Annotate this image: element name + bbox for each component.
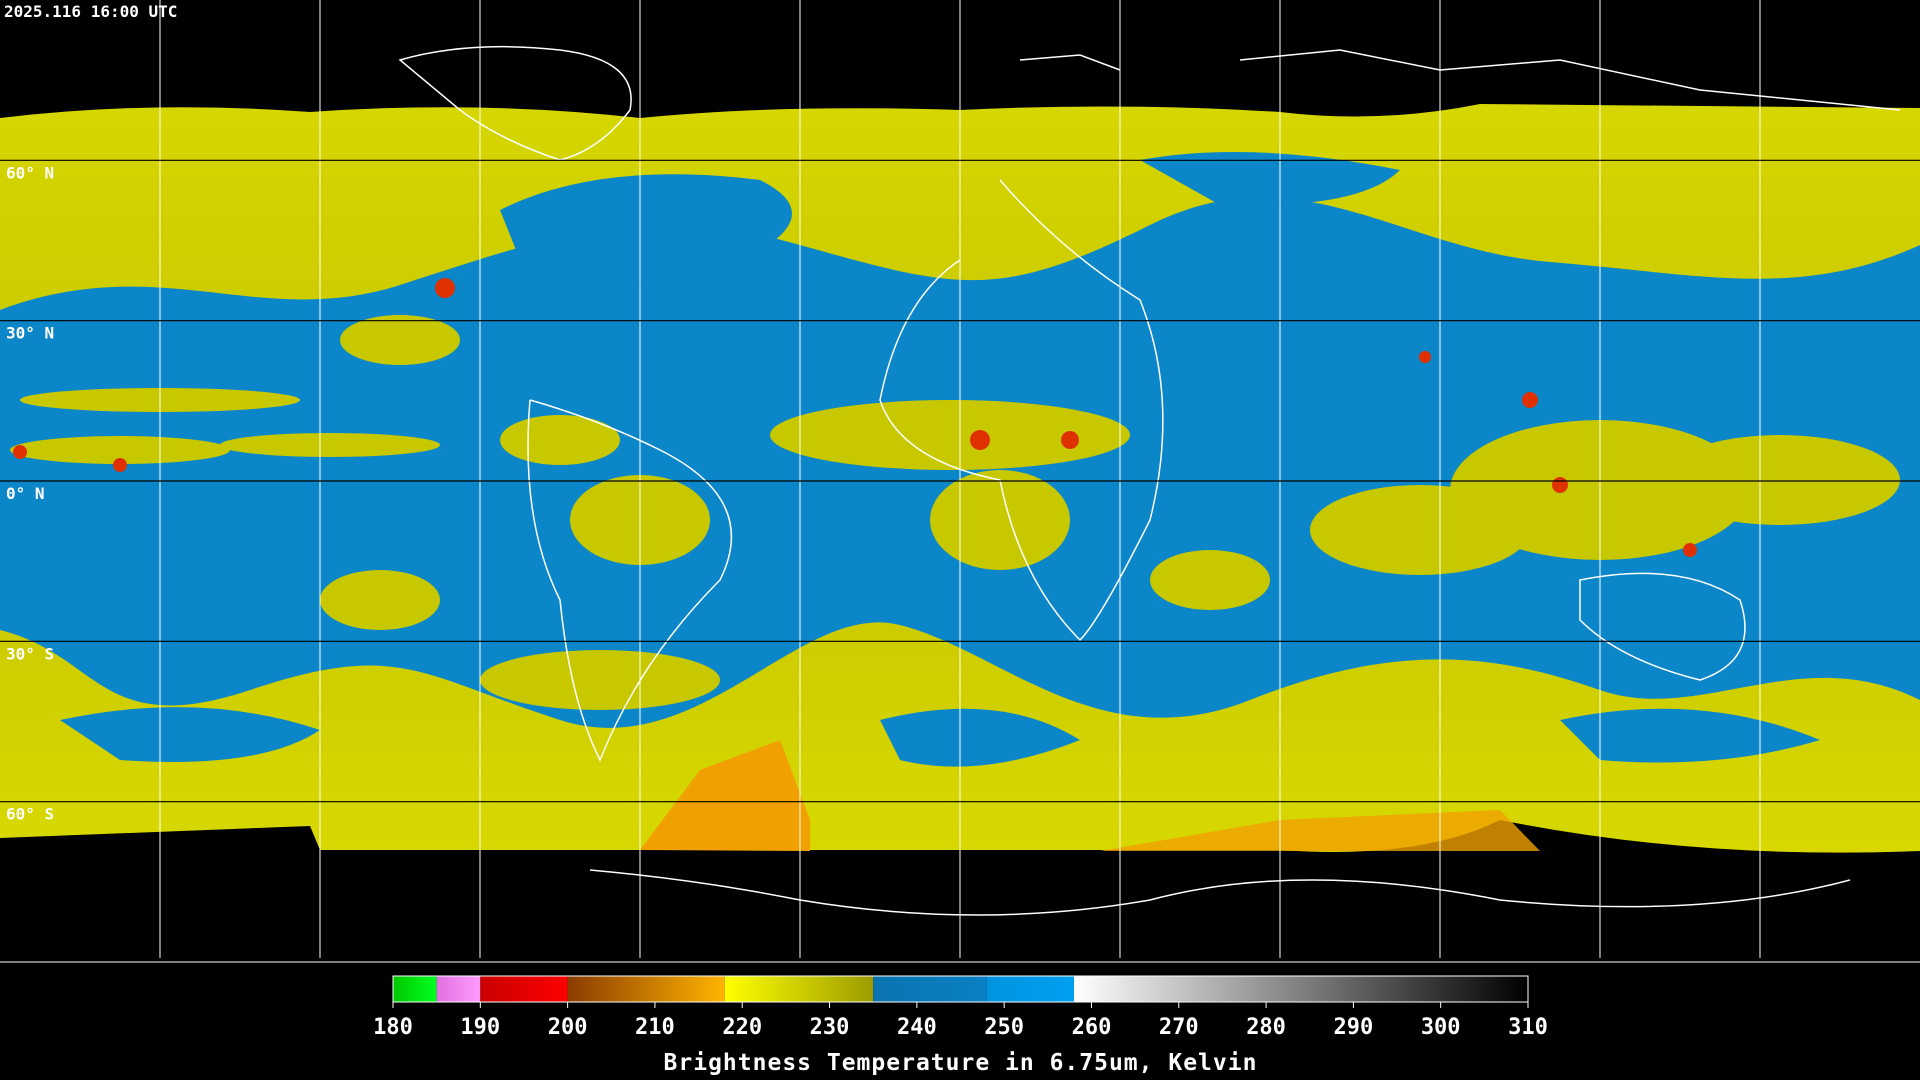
colorbar-segment [393,976,437,1002]
colorbar-segment [873,976,987,1002]
colorbar-tick-label: 230 [810,1015,850,1040]
colorbar-tick-label: 270 [1159,1015,1199,1040]
dry-patch [1140,152,1400,206]
colorbar: 180 190 200 210 220 230 240 250 260 270 280 290 300 3… [373,975,1548,1076]
latitude-label: 60° S [6,805,54,824]
convective-cores [13,278,1697,557]
graticule: 60° N 30° N 0° N 30° S 60° S [0,0,1920,963]
cold-tops [640,740,1540,851]
dry-patch [880,708,1080,767]
dry-patch [500,174,792,283]
colorbar-tick-label: 210 [635,1015,675,1040]
colorbar-tick-label: 290 [1334,1015,1374,1040]
colorbar-tick-label: 310 [1508,1015,1548,1040]
latitude-label: 0° N [6,484,45,503]
colorbar-tick-label: 220 [722,1015,762,1040]
colorbar-segment [480,976,568,1002]
colorbar-segment [436,976,481,1002]
colorbar-segment [1074,976,1528,1002]
colorbar-segment [724,976,874,1002]
colorbar-tick-label: 180 [373,1015,413,1040]
tropical-clouds [10,315,1900,710]
dry-patch [1560,708,1820,763]
colorbar-tick-label: 240 [897,1015,937,1040]
latitude-label: 60° N [6,163,54,182]
colorbar-tick-label: 280 [1246,1015,1286,1040]
colorbar-segment [986,976,1074,1002]
colorbar-tick-label: 300 [1421,1015,1461,1040]
dry-patch [60,707,320,762]
colorbar-tick-label: 260 [1072,1015,1112,1040]
coastlines [398,45,1901,916]
colorbar-tick-label: 250 [984,1015,1024,1040]
colorbar-segment [567,976,725,1002]
latitude-label: 30° S [6,644,54,663]
colorbar-frame [392,975,1529,1003]
colorbar-title: Brightness Temperature in 6.75um, Kelvin [664,1050,1258,1076]
timestamp: 2025.116 16:00 UTC [4,2,177,21]
colorbar-tick-label: 190 [460,1015,500,1040]
latitude-label: 30° N [6,324,54,343]
colorbar-tick-label: 200 [548,1015,588,1040]
